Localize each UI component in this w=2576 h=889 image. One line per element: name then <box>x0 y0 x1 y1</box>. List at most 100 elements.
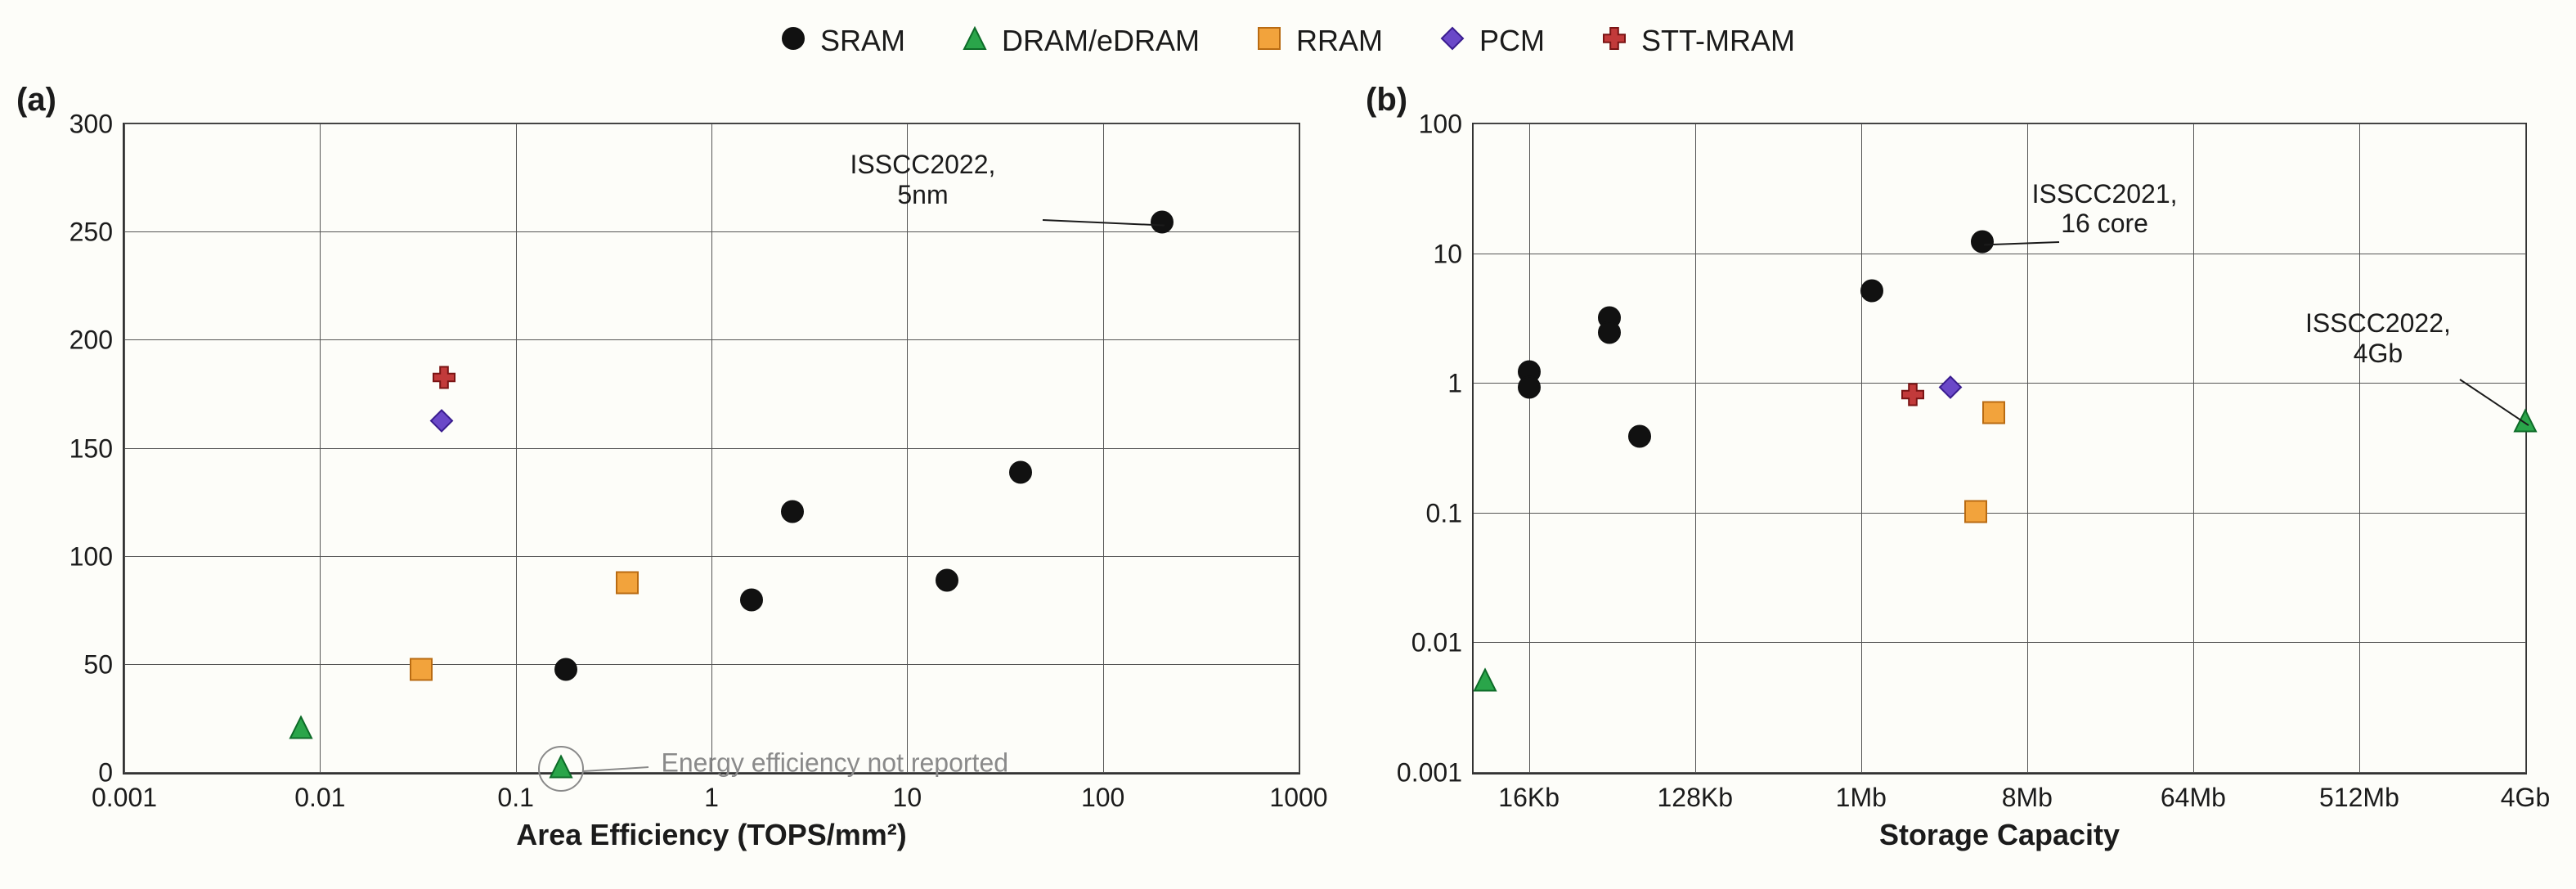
annotation-line: Energy efficiency not reported <box>661 748 1008 779</box>
gridline-h <box>124 339 1299 340</box>
panel-b-plot-area: 16Kb128Kb1Mb8Mb64Mb512Mb4Gb0.0010.010.11… <box>1472 123 2527 775</box>
square-icon <box>1257 24 1281 58</box>
legend-item-pcm: PCM <box>1440 24 1545 58</box>
panel-a-label: (a) <box>16 82 56 119</box>
annotation-line: ISSCC2021, <box>2032 178 2178 209</box>
data-point-dram-edram <box>1473 668 1497 697</box>
annotation-line: ISSCC2022, <box>2305 308 2451 339</box>
figure: SRAM DRAM/eDRAM RRAM PCM STT-MRAM (a) Energy… <box>16 16 2560 873</box>
legend-item-dram-edram: DRAM/eDRAM <box>963 24 1200 58</box>
y-tick-label: 200 <box>70 326 113 356</box>
y-tick-label: 150 <box>70 433 113 464</box>
data-point-rram <box>615 571 640 599</box>
legend-item-sram: SRAM <box>781 24 905 58</box>
data-point-sram <box>780 499 805 528</box>
annotation-leader <box>583 766 648 772</box>
annotation-line: 5nm <box>850 179 996 209</box>
gridline-v <box>2525 124 2526 773</box>
gridline-v <box>2027 124 2028 773</box>
y-tick-label: 50 <box>83 649 113 680</box>
gridline-v <box>907 124 908 773</box>
annotation: ISSCC2022,4Gb <box>2305 308 2451 369</box>
gridline-v <box>124 124 125 773</box>
data-point-pcm <box>429 408 454 437</box>
y-tick-label: 0.01 <box>1411 628 1462 658</box>
x-tick-label: 1000 <box>1269 783 1327 813</box>
data-point-sram <box>1597 320 1622 348</box>
data-point-sram <box>739 588 764 617</box>
data-point-sram <box>1627 424 1652 452</box>
legend-label: SRAM <box>820 24 905 58</box>
gridline-h <box>1474 123 2525 124</box>
y-tick-label: 250 <box>70 218 113 248</box>
gridline-v <box>1695 124 1696 773</box>
data-point-sram <box>935 568 959 597</box>
y-tick-label: 0.1 <box>1426 498 1462 528</box>
data-point-rram <box>409 657 433 685</box>
panel-a-xlabel: Area Efficiency (TOPS/mm²) <box>516 818 906 852</box>
gridline-v <box>2193 124 2194 773</box>
annotation-leader <box>1043 219 1165 227</box>
gridline-v <box>516 124 517 773</box>
annotation-ring <box>538 746 584 792</box>
gridline-h <box>124 231 1299 232</box>
x-tick-label: 64Mb <box>2161 783 2226 813</box>
gridline-h <box>1474 772 2525 773</box>
annotation-line: 4Gb <box>2305 339 2451 369</box>
gridline-h <box>124 556 1299 557</box>
annotation-line: ISSCC2022, <box>850 150 996 180</box>
annotation: Energy efficiency not reported <box>661 748 1008 779</box>
panel-a-plot-area: 0.0010.010.11101001000050100150200250300… <box>123 123 1300 775</box>
legend-label: DRAM/eDRAM <box>1002 24 1200 58</box>
data-point-stt-mram <box>432 365 456 393</box>
gridline-v <box>711 124 712 773</box>
gridline-h <box>1474 513 2525 514</box>
data-point-rram <box>1963 499 1988 528</box>
y-tick-label: 10 <box>1433 239 1462 269</box>
x-tick-label: 1Mb <box>1836 783 1887 813</box>
gridline-h <box>124 448 1299 449</box>
x-tick-label: 1 <box>704 783 719 813</box>
legend-label: RRAM <box>1296 24 1383 58</box>
x-tick-label: 8Mb <box>2002 783 2053 813</box>
legend-label: PCM <box>1479 24 1545 58</box>
data-point-sram <box>1008 460 1033 489</box>
gridline-h <box>1474 383 2525 384</box>
y-tick-label: 1 <box>1447 369 1462 399</box>
x-tick-label: 100 <box>1081 783 1124 813</box>
data-point-sram <box>1517 375 1542 404</box>
triangle-icon <box>963 24 987 58</box>
x-tick-label: 128Kb <box>1657 783 1733 813</box>
gridline-v <box>1861 124 1862 773</box>
circle-icon <box>781 24 806 58</box>
y-tick-label: 0.001 <box>1397 758 1462 788</box>
gridline-v <box>320 124 321 773</box>
x-tick-label: 4Gb <box>2501 783 2550 813</box>
x-tick-label: 0.1 <box>497 783 533 813</box>
panel-b: (b) Performance (TOPS) Storage Capacity … <box>1366 82 2560 873</box>
diamond-icon <box>1440 24 1465 58</box>
panel-b-xlabel: Storage Capacity <box>1879 818 2120 852</box>
data-point-sram <box>554 657 578 685</box>
plus-icon <box>1602 24 1627 58</box>
x-tick-label: 10 <box>893 783 922 813</box>
data-point-pcm <box>1938 375 1963 404</box>
gridline-v <box>2359 124 2360 773</box>
data-point-sram <box>1860 279 1884 308</box>
gridline-h <box>1474 642 2525 643</box>
legend-item-stt-mram: STT-MRAM <box>1602 24 1795 58</box>
annotation-leader <box>1984 241 2059 245</box>
legend-label: STT-MRAM <box>1641 24 1795 58</box>
legend: SRAM DRAM/eDRAM RRAM PCM STT-MRAM <box>16 16 2560 65</box>
x-tick-label: 16Kb <box>1498 783 1560 813</box>
y-tick-label: 300 <box>70 110 113 140</box>
annotation: ISSCC2021,16 core <box>2032 178 2178 239</box>
gridline-h <box>124 664 1299 665</box>
y-tick-label: 100 <box>70 541 113 572</box>
legend-item-rram: RRAM <box>1257 24 1383 58</box>
panel-b-label: (b) <box>1366 82 1407 119</box>
x-tick-label: 0.01 <box>294 783 345 813</box>
data-point-stt-mram <box>1901 382 1925 411</box>
annotation-leader <box>2460 379 2529 426</box>
gridline-h <box>124 123 1299 124</box>
